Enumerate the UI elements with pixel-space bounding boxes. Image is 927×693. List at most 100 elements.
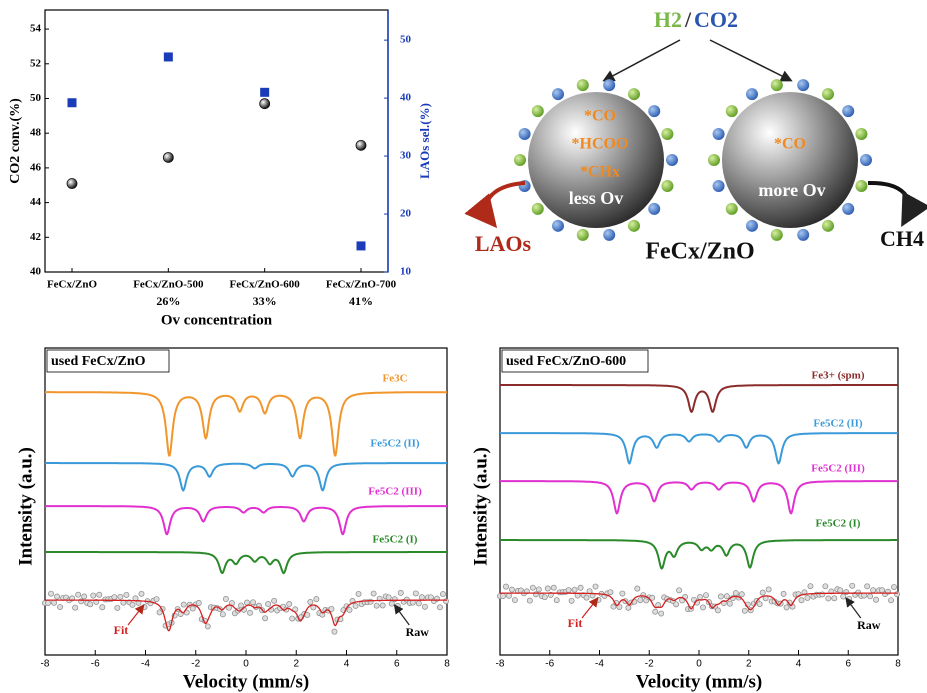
raw-point <box>388 600 395 607</box>
raw-arrow <box>845 597 862 619</box>
raw-point <box>873 596 880 603</box>
marker-sphere <box>162 152 174 163</box>
raw-point <box>577 584 584 591</box>
raw-point <box>265 601 272 608</box>
raw-point <box>271 597 278 604</box>
arrow <box>602 39 681 82</box>
raw-point <box>503 583 509 590</box>
raw-point <box>313 596 320 603</box>
y-tick-label: 50 <box>30 92 42 104</box>
y-tick-label: 52 <box>30 57 42 69</box>
x-tick-label: 6 <box>394 659 400 670</box>
raw-point <box>238 602 244 609</box>
raw-point <box>370 590 377 597</box>
x-tick-label: FeCx/ZnO-600 <box>230 279 301 291</box>
x-tick-label: -4 <box>141 659 150 670</box>
species: *HCOO <box>572 136 629 153</box>
raw-point <box>397 589 404 596</box>
raw-point <box>583 594 590 601</box>
marker-sphere <box>66 178 78 189</box>
dot <box>855 179 868 192</box>
raw-label: Raw <box>406 625 430 639</box>
raw-point <box>849 582 856 589</box>
dot <box>661 128 674 141</box>
y2-tick-label: 30 <box>400 150 412 162</box>
raw-point <box>99 604 106 611</box>
raw-point <box>138 590 145 597</box>
raw-point <box>741 607 748 614</box>
raw-point <box>508 586 515 593</box>
x-tick-label: -8 <box>41 659 50 670</box>
raw-point <box>96 591 103 598</box>
dot <box>725 105 738 118</box>
raw-point <box>90 592 97 599</box>
raw-point <box>506 592 512 599</box>
raw-point <box>723 593 730 600</box>
raw-point <box>418 594 425 601</box>
raw-arrow <box>393 604 410 626</box>
raw-point <box>440 591 446 598</box>
raw-point <box>571 586 578 593</box>
raw-point <box>565 587 572 593</box>
raw-point <box>717 593 724 600</box>
component-curve <box>45 551 447 575</box>
raw-point <box>825 595 832 602</box>
raw-point <box>888 597 894 604</box>
raw-point <box>544 585 551 592</box>
y-tick-label: 48 <box>30 127 42 139</box>
raw-point <box>822 583 829 590</box>
state: more Ov <box>758 180 825 200</box>
raw-point <box>48 590 54 597</box>
raw-point <box>222 596 229 602</box>
x-tick-label: -6 <box>545 659 554 670</box>
raw-point <box>81 593 88 600</box>
raw-point <box>443 598 449 605</box>
product: CH4 <box>880 226 924 251</box>
raw-point <box>511 597 518 603</box>
marker-square <box>356 241 366 251</box>
raw-point <box>219 611 226 618</box>
raw-point <box>72 604 79 611</box>
fit-arrow <box>127 604 145 626</box>
dot <box>531 105 544 118</box>
raw-point <box>328 605 335 612</box>
raw-point <box>637 597 644 604</box>
y2-tick-label: 20 <box>400 208 412 220</box>
y-tick-label: 54 <box>30 23 42 35</box>
x-tick-label: -6 <box>91 659 100 670</box>
y2-tick-label: 40 <box>400 92 412 104</box>
marker-square <box>163 52 173 62</box>
raw-point <box>732 590 739 597</box>
raw-point <box>111 594 118 601</box>
dot <box>822 88 834 101</box>
component-curve <box>500 384 898 414</box>
y2-axis-label: LAOs sel.(%) <box>417 103 432 179</box>
state: less Ov <box>569 188 624 208</box>
raw-point <box>535 586 542 593</box>
component-label: Fe3+ (spm) <box>811 370 864 382</box>
arrow <box>709 39 793 82</box>
raw-point <box>373 602 380 609</box>
raw-point <box>355 590 362 597</box>
fit-arrow <box>581 597 599 619</box>
raw-point <box>870 587 877 594</box>
x-tick-label: -2 <box>645 659 654 670</box>
raw-point <box>153 596 160 603</box>
marker-square <box>67 98 77 108</box>
raw-point <box>250 599 256 606</box>
raw-point <box>652 608 659 615</box>
dot <box>648 202 661 215</box>
component-curve <box>500 432 898 465</box>
dot <box>531 202 544 215</box>
x-tick-label: 2 <box>293 659 299 670</box>
raw-point <box>45 600 51 606</box>
dot <box>576 79 589 92</box>
x-tick-label: 6 <box>845 659 851 670</box>
x-tick-label: -8 <box>496 659 505 670</box>
title-box <box>46 349 170 373</box>
y-tick-label: 44 <box>30 196 42 208</box>
dot <box>860 154 872 166</box>
dot <box>661 179 674 192</box>
raw-point <box>129 601 136 608</box>
y-tick-label: 42 <box>30 231 42 243</box>
